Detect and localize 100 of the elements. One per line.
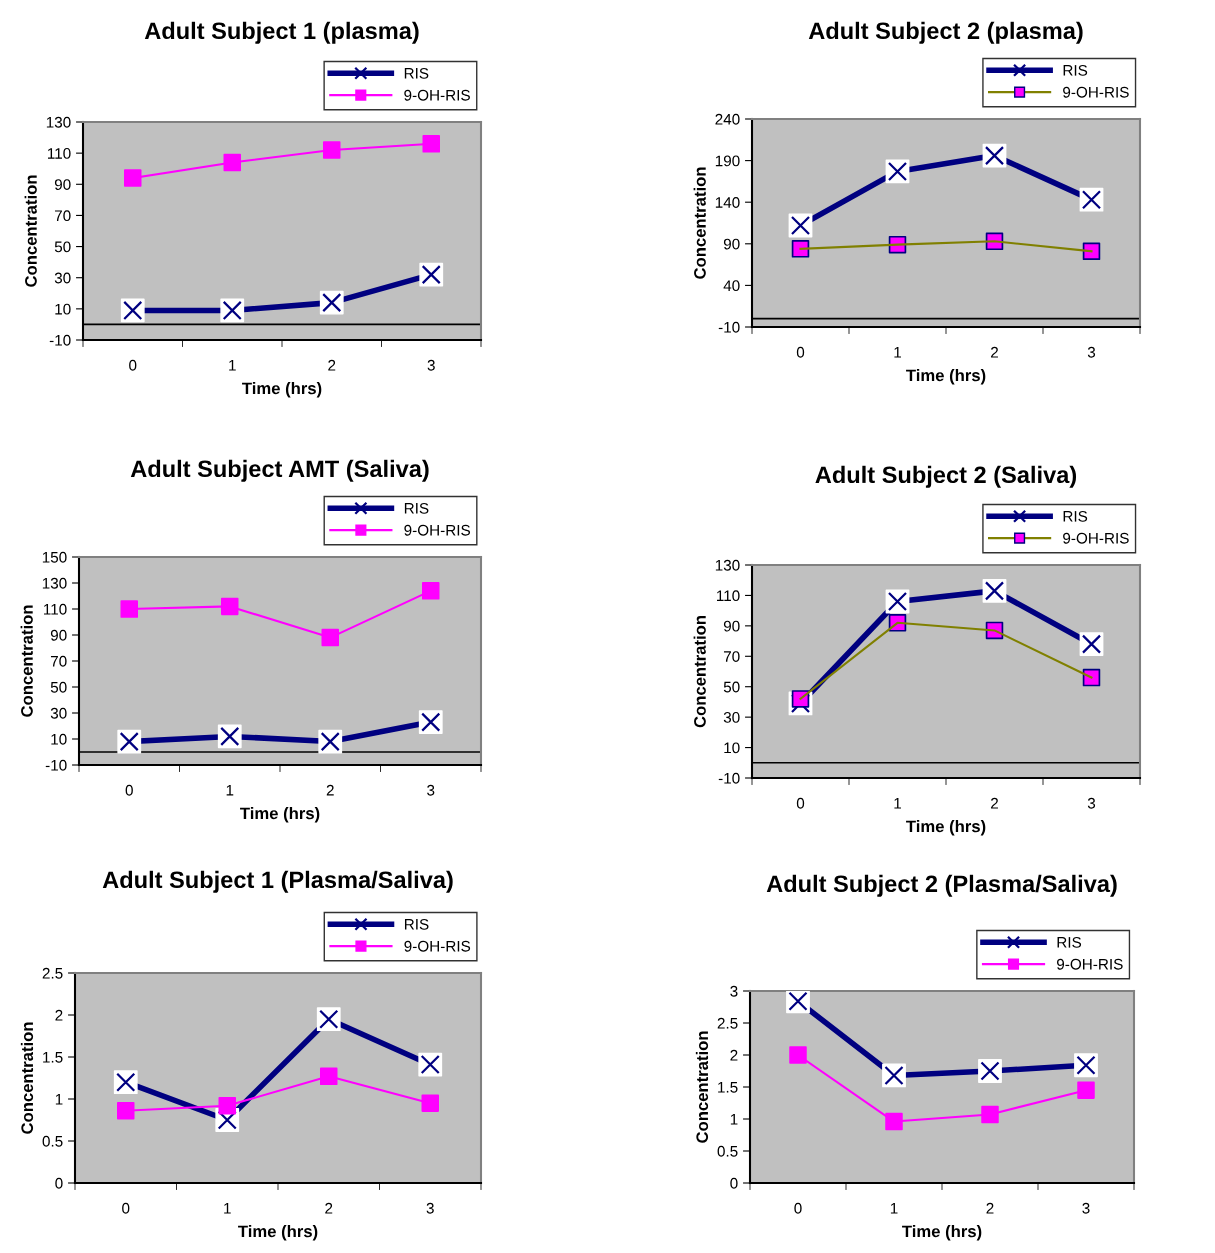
point xyxy=(120,600,139,618)
x-axis-title: Time (hrs) xyxy=(902,1225,982,1241)
x-tick-label: 1 xyxy=(229,360,236,371)
y-tick-label: 0 xyxy=(55,1177,63,1189)
point xyxy=(322,141,341,159)
chart-title: Adult Subject 1 (Plasma/Saliva) xyxy=(102,870,453,893)
x-axis-title: Time (hrs) xyxy=(240,807,320,823)
x-tick-label: 3 xyxy=(1087,797,1096,809)
x-tick-label: 0 xyxy=(796,797,805,809)
y-tick-label: 150 xyxy=(42,551,67,563)
y-tick-label: -10 xyxy=(45,759,67,771)
point xyxy=(421,582,440,600)
x-tick-label: 2 xyxy=(326,784,334,796)
x-tick-label: 2 xyxy=(986,1202,994,1214)
y-tick-label: 110 xyxy=(48,148,71,159)
y-tick-label: 90 xyxy=(723,620,740,632)
x-tick-label: 0 xyxy=(125,784,133,796)
y-tick-label: 140 xyxy=(715,197,740,208)
y-axis-title: Concentration xyxy=(20,605,33,717)
y-axis-title: Concentration xyxy=(693,616,706,728)
legend-label: RIS xyxy=(404,67,429,79)
y-axis-title: Concentration xyxy=(695,1031,709,1143)
legend-label: RIS xyxy=(404,918,429,930)
y-tick-label: 70 xyxy=(723,651,740,662)
y-tick-label: 50 xyxy=(723,681,740,693)
chart-title: Adult Subject 2 (Saliva) xyxy=(815,465,1077,488)
y-axis-title: Concentration xyxy=(693,167,706,279)
y-tick-label: 2 xyxy=(730,1049,738,1061)
legend-label: RIS xyxy=(1063,510,1088,522)
x-axis-title: Time (hrs) xyxy=(238,1225,318,1241)
chart-title: Adult Subject 1 (plasma) xyxy=(144,21,419,44)
x-tick-label: 0 xyxy=(796,346,805,358)
point xyxy=(116,1102,135,1120)
x-axis-title: Time (hrs) xyxy=(242,382,322,398)
y-tick-label: 1.5 xyxy=(43,1052,63,1063)
y-tick-label: -10 xyxy=(718,321,740,333)
y-tick-label: 30 xyxy=(50,707,67,719)
y-tick-label: 2 xyxy=(55,1009,63,1021)
x-tick-label: 2 xyxy=(328,359,336,371)
x-tick-label: 3 xyxy=(426,1202,434,1214)
y-tick-label: 70 xyxy=(54,210,71,222)
point xyxy=(421,1094,440,1112)
x-tick-label: 1 xyxy=(894,347,901,358)
y-tick-label: 130 xyxy=(42,577,67,589)
point xyxy=(123,169,142,187)
x-tick-label: 2 xyxy=(991,346,998,358)
y-tick-label: 1.5 xyxy=(718,1082,738,1093)
x-axis-title: Time (hrs) xyxy=(906,369,986,385)
point xyxy=(422,135,441,153)
y-tick-label: -10 xyxy=(49,334,71,346)
y-tick-label: 90 xyxy=(723,238,740,250)
point xyxy=(791,240,810,258)
legend-label: 9-OH-RIS xyxy=(1063,532,1129,544)
x-tick-label: 3 xyxy=(427,784,435,796)
x-tick-label: 2 xyxy=(991,797,998,809)
x-tick-label: 1 xyxy=(890,1203,898,1214)
legend-label: RIS xyxy=(1063,64,1088,76)
legend-label: 9-OH-RIS xyxy=(1057,958,1123,970)
y-tick-label: 90 xyxy=(50,629,67,641)
y-tick-label: 2.5 xyxy=(42,967,63,979)
x-tick-label: 3 xyxy=(427,359,435,371)
y-tick-label: 1 xyxy=(730,1114,738,1125)
y-tick-label: 130 xyxy=(46,116,71,128)
y-tick-label: 0 xyxy=(730,1177,738,1189)
y-tick-label: 10 xyxy=(724,742,740,754)
y-axis-title: Concentration xyxy=(24,175,37,287)
y-tick-label: 1 xyxy=(55,1094,63,1105)
y-tick-label: 30 xyxy=(723,712,740,723)
y-tick-label: 110 xyxy=(717,590,740,602)
legend-label: 9-OH-RIS xyxy=(1063,86,1129,98)
y-tick-label: 30 xyxy=(54,272,71,284)
legend-label: 9-OH-RIS xyxy=(404,89,470,101)
legend-label: 9-OH-RIS xyxy=(404,524,471,536)
y-tick-label: 10 xyxy=(51,733,67,745)
y-tick-label: -10 xyxy=(718,772,740,784)
x-tick-label: 1 xyxy=(894,798,901,809)
x-tick-label: 0 xyxy=(122,1202,130,1214)
y-tick-label: 240 xyxy=(715,113,740,125)
legend-label: 9-OH-RIS xyxy=(404,940,471,952)
y-tick-label: 2.5 xyxy=(717,1017,738,1029)
y-tick-label: 50 xyxy=(54,241,71,253)
y-tick-label: 10 xyxy=(55,303,71,315)
y-tick-label: 3 xyxy=(730,985,738,997)
y-tick-label: 90 xyxy=(54,179,71,190)
y-tick-label: 50 xyxy=(50,681,67,693)
y-axis-title: Concentration xyxy=(20,1022,34,1134)
x-tick-label: 0 xyxy=(129,359,137,371)
y-tick-label: 110 xyxy=(44,603,67,615)
x-axis-title: Time (hrs) xyxy=(906,820,986,836)
chart-title: Adult Subject 2 (Plasma/Saliva) xyxy=(766,874,1117,897)
chart-title: Adult Subject 2 (plasma) xyxy=(808,21,1083,44)
x-tick-label: 2 xyxy=(325,1202,333,1214)
legend-label: RIS xyxy=(1057,936,1082,948)
x-tick-label: 1 xyxy=(226,785,234,796)
y-tick-label: 130 xyxy=(715,559,740,571)
legend-label: RIS xyxy=(404,502,429,514)
x-tick-label: 3 xyxy=(1082,1202,1090,1214)
y-tick-label: 0.5 xyxy=(42,1135,63,1147)
y-tick-label: 0.5 xyxy=(717,1145,738,1157)
point xyxy=(1077,1081,1095,1099)
